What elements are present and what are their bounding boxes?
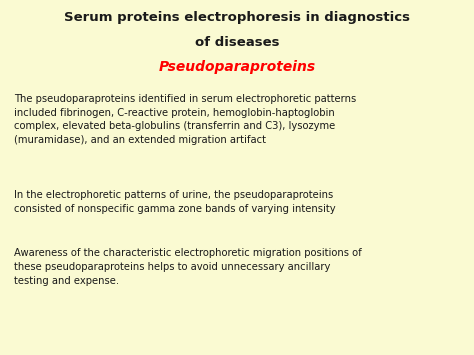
Text: Pseudoparaproteins: Pseudoparaproteins <box>158 60 316 74</box>
Text: The pseudoparaproteins identified in serum electrophoretic patterns
included fib: The pseudoparaproteins identified in ser… <box>14 94 356 145</box>
Text: Serum proteins electrophoresis in diagnostics: Serum proteins electrophoresis in diagno… <box>64 11 410 24</box>
Text: of diseases: of diseases <box>195 36 279 49</box>
Text: In the electrophoretic patterns of urine, the pseudoparaproteins
consisted of no: In the electrophoretic patterns of urine… <box>14 190 336 213</box>
Text: Awareness of the characteristic electrophoretic migration positions of
these pse: Awareness of the characteristic electrop… <box>14 248 362 286</box>
